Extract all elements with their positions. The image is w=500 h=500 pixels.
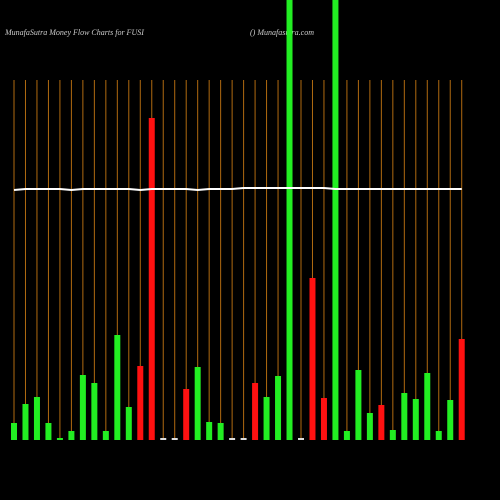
bar bbox=[194, 367, 201, 440]
bar bbox=[22, 404, 29, 440]
bar bbox=[309, 278, 316, 440]
bar bbox=[102, 431, 109, 440]
bar bbox=[137, 366, 144, 440]
bar bbox=[366, 413, 373, 440]
bar bbox=[91, 383, 98, 440]
chart-subtitle: () Munafasutra.com bbox=[250, 28, 314, 37]
bar bbox=[298, 438, 304, 440]
bar bbox=[240, 438, 247, 440]
bar bbox=[263, 397, 270, 440]
bar bbox=[56, 438, 63, 440]
bar bbox=[435, 431, 442, 440]
bar bbox=[33, 397, 40, 440]
bar bbox=[320, 398, 327, 440]
bar bbox=[217, 423, 224, 440]
bar bbox=[252, 383, 259, 440]
money-flow-line bbox=[13, 187, 462, 192]
bar bbox=[183, 389, 190, 440]
bar bbox=[343, 431, 350, 440]
bar bbox=[68, 431, 75, 440]
bar bbox=[11, 423, 17, 440]
bar bbox=[424, 373, 431, 440]
bar bbox=[355, 370, 362, 440]
bar bbox=[401, 393, 408, 440]
bar bbox=[447, 400, 454, 440]
bar bbox=[412, 399, 419, 440]
chart-title: MunafaSutra Money Flow Charts for FUSI bbox=[4, 28, 144, 37]
bar bbox=[286, 0, 293, 440]
bar bbox=[148, 118, 155, 440]
bar bbox=[389, 430, 396, 440]
bar bbox=[45, 423, 52, 440]
bar bbox=[332, 0, 339, 440]
bar bbox=[171, 438, 178, 440]
bar bbox=[378, 405, 385, 440]
bar bbox=[79, 375, 86, 440]
bar bbox=[458, 339, 465, 440]
bar bbox=[275, 376, 282, 440]
bar bbox=[125, 407, 132, 440]
bar bbox=[229, 438, 236, 440]
bar bbox=[114, 335, 121, 440]
bar bbox=[160, 438, 167, 440]
bar bbox=[206, 422, 213, 440]
